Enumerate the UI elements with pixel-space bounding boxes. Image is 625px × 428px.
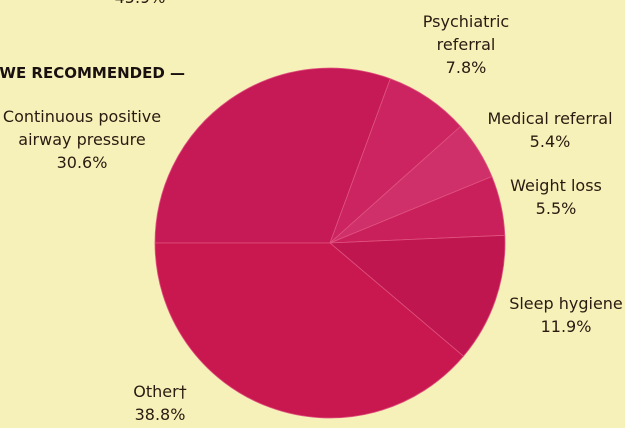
slice-label: Medical referral 5.4% xyxy=(475,107,625,153)
pie-slice xyxy=(154,242,464,419)
value-label: 11.9% xyxy=(540,317,592,336)
value-label: 5.4% xyxy=(529,132,571,151)
value-label: 30.6% xyxy=(56,153,108,172)
annotation: 45.9% xyxy=(115,0,166,9)
pie-slice xyxy=(154,67,391,244)
category-label: Sleep hygiene xyxy=(509,294,623,313)
category-label: Continuous positive airway pressure xyxy=(2,107,162,149)
category-label: Psychiatric referral xyxy=(422,12,510,54)
category-label: Weight loss xyxy=(510,176,602,195)
slice-label: Sleep hygiene 11.9% xyxy=(506,292,625,338)
slice-label: Psychiatric referral 7.8% xyxy=(411,10,521,79)
slice-label: Other† 38.8% xyxy=(110,380,210,426)
value-label: 5.5% xyxy=(535,199,577,218)
slice-label: Weight loss 5.5% xyxy=(496,174,616,220)
chart-title: WHAT WE RECOMMENDED — xyxy=(0,64,185,82)
category-label: Medical referral xyxy=(487,109,613,128)
value-label: 7.8% xyxy=(445,58,487,77)
slice-label: Continuous positive airway pressure 30.6… xyxy=(0,105,167,174)
pie-slice xyxy=(328,234,506,357)
category-label: Other† xyxy=(133,382,187,401)
value-label: 38.8% xyxy=(134,405,186,424)
